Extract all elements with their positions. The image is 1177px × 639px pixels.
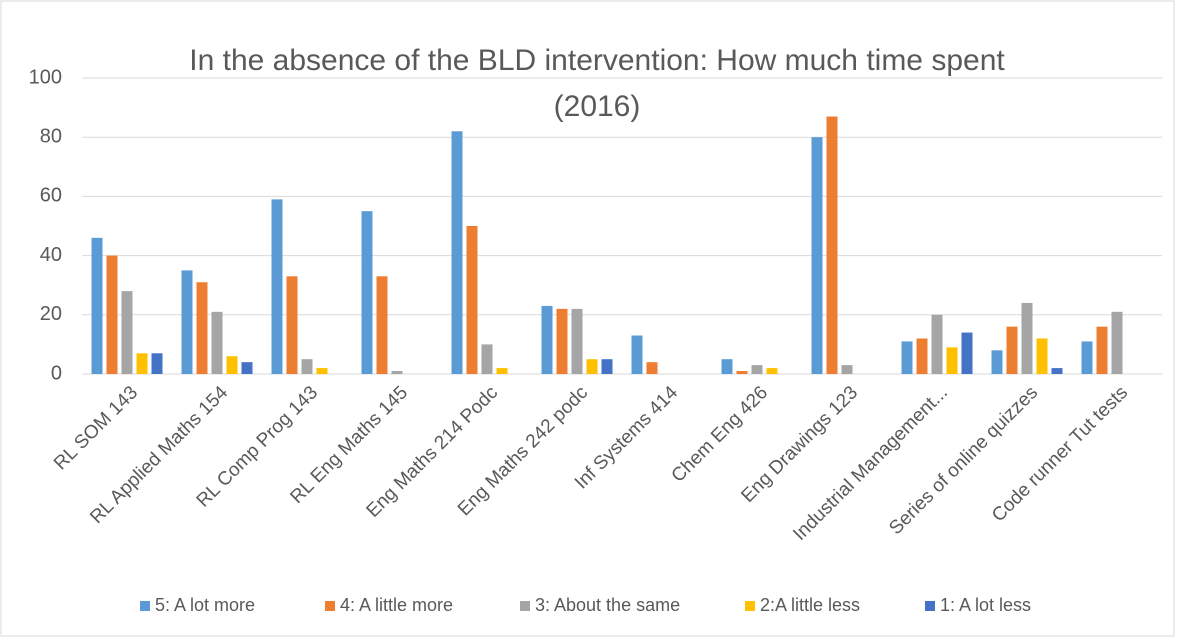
bar [1096,326,1108,374]
legend-swatch [140,601,150,611]
bar [556,308,568,374]
bar [361,211,373,374]
bar [931,314,943,374]
y-tick-label: 40 [40,244,62,266]
bar [286,276,298,374]
bar [391,371,403,374]
bar [316,368,328,374]
bar [736,371,748,374]
bar [811,137,823,374]
bar [766,368,778,374]
bar [301,359,313,374]
bar [181,270,193,374]
legend-swatch [325,601,335,611]
bar [91,237,103,374]
bar [106,255,118,374]
bar [271,199,283,374]
y-tick-label: 80 [40,125,62,147]
bar [451,131,463,374]
bar [226,356,238,374]
bar [721,359,733,374]
bar [1051,368,1063,374]
bar [136,353,148,374]
bar [901,341,913,374]
bar [601,359,613,374]
legend-swatch [745,601,755,611]
bar [1111,311,1123,374]
y-tick-label: 100 [29,66,62,88]
bar [586,359,598,374]
bar [1006,326,1018,374]
legend-label: 1: A lot less [940,595,1031,615]
bar [121,291,133,374]
legend-label: 5: A lot more [155,595,255,615]
bar [991,350,1003,374]
bar [196,282,208,374]
bar [631,335,643,374]
chart-title: In the absence of the BLD intervention: … [189,44,1005,123]
bar [151,353,163,374]
bar [466,226,478,374]
bar [1081,341,1093,374]
legend-swatch [520,601,530,611]
legend-label: 2:A little less [760,595,860,615]
y-tick-label: 0 [51,362,62,384]
bar [1036,338,1048,374]
legend-swatch [925,601,935,611]
bar [1021,302,1033,374]
bar [211,311,223,374]
y-tick-label: 20 [40,303,62,325]
legend-label: 3: About the same [535,595,680,615]
bar [481,344,493,374]
bar [496,368,508,374]
bar [751,365,763,374]
bar [946,347,958,374]
bar [826,116,838,374]
bar [916,338,928,374]
bar [541,305,553,374]
y-tick-label: 60 [40,185,62,207]
bar [571,308,583,374]
bar [241,362,253,374]
bar [841,365,853,374]
bar [376,276,388,374]
legend-label: 4: A little more [340,595,453,615]
bar [646,362,658,374]
bar [961,332,973,374]
